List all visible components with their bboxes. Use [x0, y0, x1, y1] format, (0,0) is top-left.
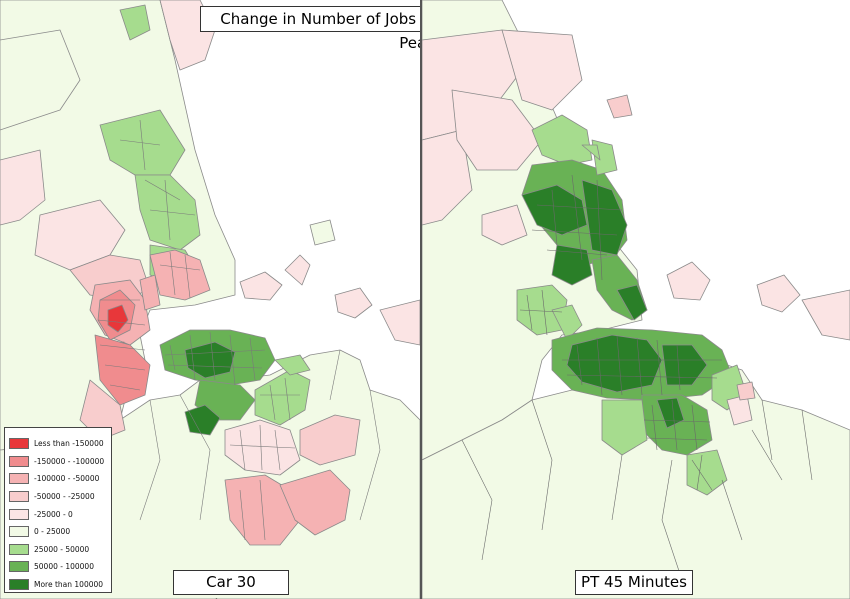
land-zone — [616, 284, 648, 321]
land-zone — [451, 89, 543, 171]
legend-swatch — [9, 491, 29, 503]
land-zone — [279, 469, 351, 536]
land-zone — [591, 139, 618, 176]
map-panel-car: Change in Number of Jobs Accessible 2013… — [0, 0, 420, 599]
land-zone — [79, 379, 126, 441]
land-zone — [551, 304, 583, 341]
legend-swatch — [9, 543, 29, 555]
legend-swatch — [9, 561, 29, 573]
land-zone — [551, 244, 593, 286]
legend-item: 25000 - 50000 — [9, 541, 111, 559]
land-zone — [119, 4, 151, 41]
map-pt-svg — [422, 0, 850, 599]
legend-label: 50000 - 100000 — [34, 562, 94, 572]
legend-item: -50000 - -25000 — [9, 488, 111, 506]
legend-label: More than 100000 — [34, 580, 104, 590]
legend-item: Less than -150000 — [9, 435, 111, 453]
land-zone — [531, 114, 593, 166]
legend-item: -100000 - -50000 — [9, 470, 111, 488]
legend-item: -25000 - 0 — [9, 505, 111, 523]
legend-swatch — [9, 508, 29, 520]
legend-label: 0 - 25000 — [34, 527, 71, 537]
land-zone — [422, 129, 473, 226]
land-zone — [666, 261, 711, 301]
panel-divider — [420, 0, 422, 599]
legend-swatch — [9, 526, 29, 538]
legend-swatch — [9, 579, 29, 591]
legend-item: 50000 - 100000 — [9, 558, 111, 576]
legend-swatch — [9, 473, 29, 485]
panel-label-pt: PT 45 Minutes — [575, 570, 693, 595]
panel-label-car: Car 30 Minutes — [173, 570, 289, 599]
land-zone — [686, 449, 728, 496]
land-zone — [581, 144, 601, 161]
land-zone — [801, 289, 850, 341]
legend-label: -150000 - -100000 — [34, 456, 105, 466]
land-zone — [379, 299, 420, 346]
land-zone — [501, 29, 583, 111]
land-zone — [601, 399, 648, 456]
map-title: Change in Number of Jobs Accessible 2013… — [200, 6, 420, 52]
land-zone — [0, 29, 81, 131]
land-zone — [481, 204, 528, 246]
land-zone — [94, 334, 151, 406]
land-zone — [107, 304, 129, 333]
land-zone — [661, 344, 708, 386]
land-zone — [606, 94, 633, 119]
legend-label: -100000 - -50000 — [34, 474, 100, 484]
land-zone — [334, 287, 373, 319]
legend-label: 25000 - 50000 — [34, 544, 90, 554]
land-zone — [299, 414, 361, 466]
legend-label: Less than -150000 — [34, 439, 104, 449]
land-zone — [184, 404, 221, 436]
legend-label: -25000 - 0 — [34, 509, 73, 519]
land-zone — [521, 184, 588, 236]
land-zone — [239, 271, 283, 301]
legend-swatch — [9, 455, 29, 467]
land-zone — [139, 274, 161, 311]
legend-item: -150000 - -100000 — [9, 453, 111, 471]
legend-item: More than 100000 — [9, 576, 111, 594]
legend-item: 0 - 25000 — [9, 523, 111, 541]
land-zone — [756, 274, 801, 313]
land-zone — [656, 397, 685, 429]
land-zone — [284, 254, 311, 286]
legend-swatch — [9, 438, 29, 450]
land-zone — [274, 354, 311, 376]
land-zone — [184, 341, 236, 379]
legend-label: -50000 - -25000 — [34, 492, 95, 502]
land-zone — [0, 149, 46, 226]
map-panel-pt — [422, 0, 850, 599]
land-zone — [149, 249, 211, 301]
land-zone — [736, 381, 756, 401]
land-zone — [309, 219, 336, 246]
map-legend: Less than -150000 -150000 - -100000 -100… — [4, 427, 112, 593]
